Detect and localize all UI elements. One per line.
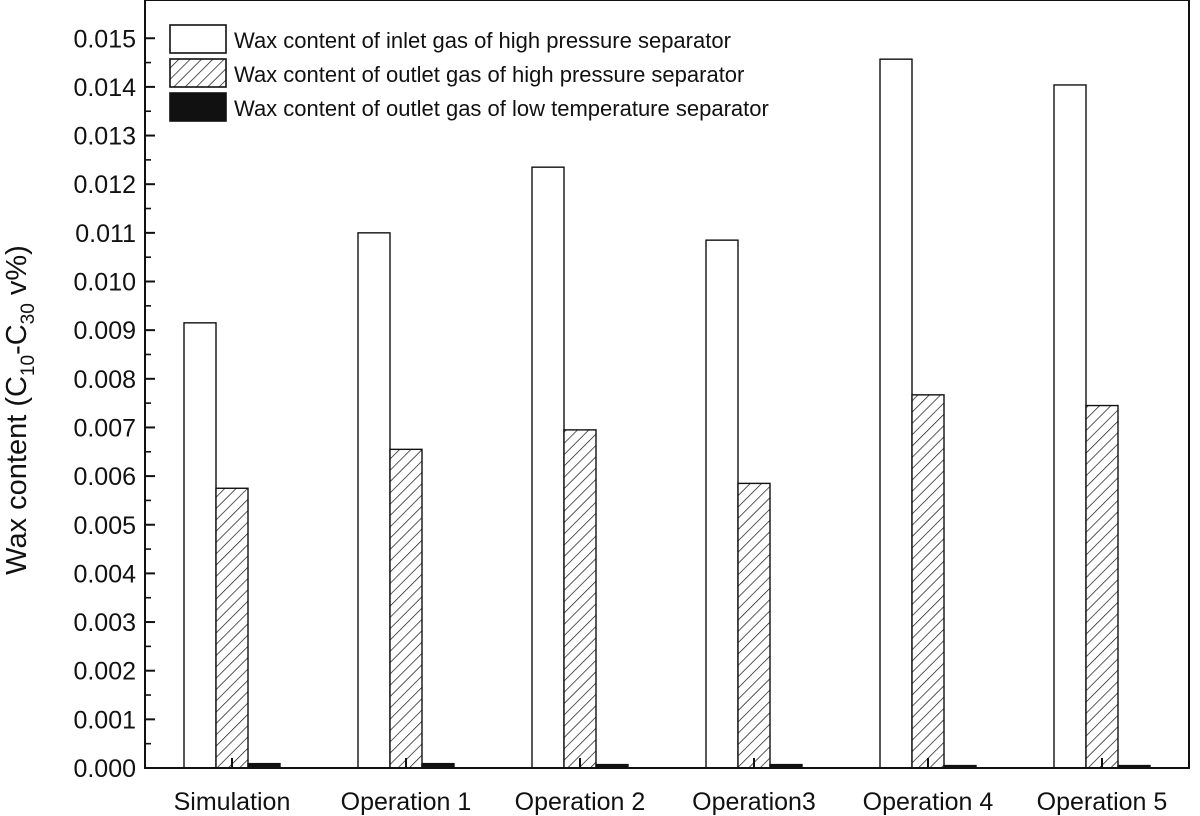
y-tick-label: 0.013 [73,123,136,151]
bar-inlet [1053,84,1087,769]
y-axis: 0.000 0.001 0.002 0.003 0.004 0.005 0.006 0.007… [73,25,155,783]
legend-label-outlet-lt: Wax content of outlet gas of low tempera… [234,96,769,121]
y-tick-label: 0.002 [73,658,136,686]
bar-outlet-hp [389,448,423,769]
y-tick-label: 0.005 [73,512,136,540]
x-tick-label: Operation 1 [341,788,472,816]
y-tick-label: 0.010 [73,269,136,297]
y-tick-label: 0.003 [73,609,136,637]
y-tick-label: 0.012 [73,171,136,199]
y-tick-label: 0.001 [73,706,136,734]
y-tick-label: 0.009 [73,317,136,345]
bar-inlet [531,166,565,769]
x-axis: Simulation Operation 1 Operation 2 Operatio… [174,758,1168,816]
y-tick-label: 0.006 [73,463,136,491]
plot-frame [144,0,1190,769]
bar-outlet-hp [1085,404,1119,769]
bars-layer [183,58,1151,769]
legend-swatch-inlet [169,24,227,54]
legend: Wax content of inlet gas of high pressur… [169,24,769,122]
bar-outlet-hp [911,394,945,769]
legend-label-inlet: Wax content of inlet gas of high pressur… [234,28,731,53]
x-tick-label: Operation 5 [1037,788,1168,816]
bar-inlet [357,232,391,769]
y-tick-label: 0.015 [73,25,136,53]
x-tick-label: Operation3 [692,788,816,816]
y-tick-label: 0.008 [73,366,136,394]
bar-outlet-hp [215,487,249,769]
legend-label-outlet-hp: Wax content of outlet gas of high pressu… [234,62,744,87]
x-tick-label: Simulation [174,788,291,816]
y-tick-label: 0.007 [73,414,136,442]
bar-outlet-hp [737,482,771,769]
bar-outlet-hp [563,429,597,769]
y-tick-label: 0.011 [75,220,136,248]
bar-inlet [879,58,913,769]
y-tick-label: 0.000 [73,755,136,783]
x-tick-label: Operation 4 [863,788,994,816]
y-tick-label: 0.014 [73,74,136,102]
legend-swatch-outlet-lt [169,92,227,122]
legend-swatch-outlet-hp [169,58,227,88]
x-tick-label: Operation 2 [515,788,646,816]
y-axis-label: Wax content (C10-C30 v%) [1,245,39,575]
bar-inlet [705,239,739,769]
bar-inlet [183,322,217,769]
y-tick-label: 0.004 [73,560,136,588]
